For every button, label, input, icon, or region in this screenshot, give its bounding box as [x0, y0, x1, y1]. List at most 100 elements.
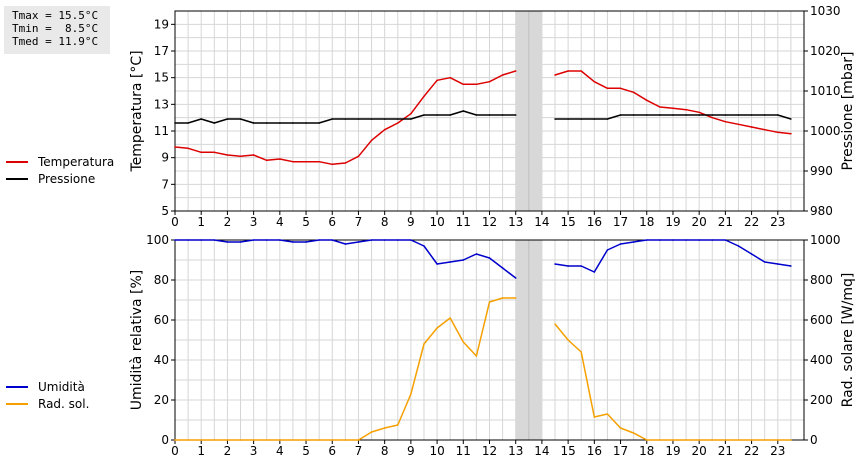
data-point-rad-sol — [698, 439, 700, 441]
data-point-temperatura — [645, 99, 648, 102]
data-point-pressione — [724, 114, 727, 116]
data-point-umidit — [763, 261, 766, 263]
data-point-umidit — [213, 239, 216, 241]
data-point-rad-sol — [383, 427, 386, 429]
data-point-temperatura — [554, 74, 556, 76]
data-point-temperatura — [344, 162, 347, 164]
data-point-rad-sol — [606, 413, 609, 415]
y-tick-label-right: 1000 — [810, 233, 841, 247]
x-tick-label: 23 — [770, 444, 785, 458]
x-tick-label: 9 — [407, 215, 415, 229]
x-tick-label: 2 — [224, 215, 232, 229]
legend-swatch-rad-sol — [6, 402, 28, 405]
data-point-umidit — [776, 263, 779, 265]
data-point-pressione — [737, 114, 740, 116]
data-point-pressione — [252, 122, 255, 124]
data-point-pressione — [554, 118, 556, 120]
data-point-rad-sol — [396, 424, 399, 426]
data-point-temperatura — [514, 70, 517, 72]
legend-label-pressione: Pressione — [38, 171, 96, 186]
data-point-temperatura — [475, 83, 478, 86]
y-tick-label-right: 1000 — [810, 124, 841, 138]
data-point-rad-sol — [318, 439, 320, 441]
x-tick-label: 3 — [250, 444, 258, 458]
x-tick-label: 4 — [276, 444, 284, 458]
legend-item-pressione: Pressione — [6, 170, 114, 187]
data-point-rad-sol — [672, 439, 674, 441]
data-point-umidit — [187, 239, 189, 241]
data-point-pressione — [370, 118, 373, 120]
legend-label-umidita: Umidità — [38, 379, 85, 394]
x-tick-label: 6 — [328, 444, 336, 458]
data-point-umidit — [226, 241, 229, 243]
data-point-pressione — [645, 114, 648, 116]
y-axis-label-left: Umidità relativa [%] — [129, 270, 145, 411]
data-point-temperatura — [593, 80, 596, 83]
x-tick-label: 23 — [770, 215, 785, 229]
data-point-umidit — [383, 239, 386, 241]
x-tick-label: 5 — [302, 444, 310, 458]
data-point-temperatura — [763, 128, 766, 131]
x-tick-label: 16 — [587, 444, 602, 458]
data-point-umidit — [370, 239, 373, 241]
y-tick-label-left: 5 — [161, 204, 169, 218]
data-point-temperatura — [737, 123, 740, 126]
chart-panel-1: 0 1 2 3 4 5 6 7 8 9 10 11 12 13 14 15 16 17 18 19 20 21 22 2357… — [129, 4, 856, 229]
data-point-pressione — [449, 114, 451, 116]
data-point-temperatura — [357, 155, 360, 158]
data-point-temperatura — [331, 163, 334, 166]
data-point-pressione — [750, 114, 753, 116]
x-tick-label: 9 — [407, 444, 415, 458]
data-point-rad-sol — [436, 327, 438, 329]
data-point-pressione — [383, 118, 386, 120]
x-tick-label: 18 — [639, 444, 654, 458]
data-point-umidit — [423, 245, 425, 247]
data-point-umidit — [567, 265, 569, 267]
data-point-temperatura — [423, 95, 425, 98]
data-point-umidit — [357, 241, 360, 243]
x-tick-label: 13 — [508, 444, 523, 458]
x-tick-label: 19 — [665, 444, 680, 458]
data-point-pressione — [279, 122, 281, 124]
x-tick-label: 8 — [381, 444, 389, 458]
data-point-temperatura — [672, 107, 674, 110]
data-point-temperatura — [449, 76, 451, 79]
data-point-pressione — [763, 114, 766, 116]
data-point-umidit — [790, 265, 792, 267]
data-point-pressione — [501, 114, 504, 116]
data-point-umidit — [645, 239, 648, 241]
y-tick-label-left: 100 — [146, 233, 169, 247]
data-point-rad-sol — [645, 439, 648, 441]
y-tick-label-right: 1030 — [810, 4, 841, 18]
y-tick-label-right: 800 — [810, 273, 833, 287]
data-point-temperatura — [724, 120, 727, 123]
data-point-pressione — [239, 118, 242, 120]
data-point-umidit — [488, 257, 491, 259]
x-tick-label: 7 — [355, 444, 363, 458]
data-point-umidit — [711, 239, 714, 241]
x-tick-label: 4 — [276, 215, 284, 229]
data-point-temperatura — [790, 132, 792, 135]
data-point-umidit — [501, 267, 504, 269]
data-point-temperatura — [436, 79, 438, 82]
y-axis-label-left: Temperatura [°C] — [129, 50, 145, 172]
x-tick-label: 2 — [224, 444, 232, 458]
data-point-umidit — [436, 263, 438, 265]
data-point-pressione — [200, 118, 203, 120]
data-point-temperatura — [200, 151, 203, 154]
data-point-rad-sol — [305, 439, 307, 441]
y-tick-label-left: 0 — [161, 433, 169, 447]
data-point-temperatura — [685, 108, 687, 111]
data-point-umidit — [724, 239, 727, 241]
y-tick-label-right: 0 — [810, 433, 818, 447]
y-tick-label-left: 13 — [154, 97, 169, 111]
data-point-temperatura — [292, 160, 294, 163]
data-point-umidit — [475, 253, 478, 255]
data-point-umidit — [410, 239, 412, 241]
data-point-umidit — [580, 265, 583, 267]
data-point-pressione — [606, 118, 609, 120]
data-point-temperatura — [659, 106, 661, 108]
legend-top: Temperatura Pressione — [6, 153, 114, 187]
data-point-rad-sol — [737, 439, 740, 441]
data-point-pressione — [776, 114, 779, 116]
